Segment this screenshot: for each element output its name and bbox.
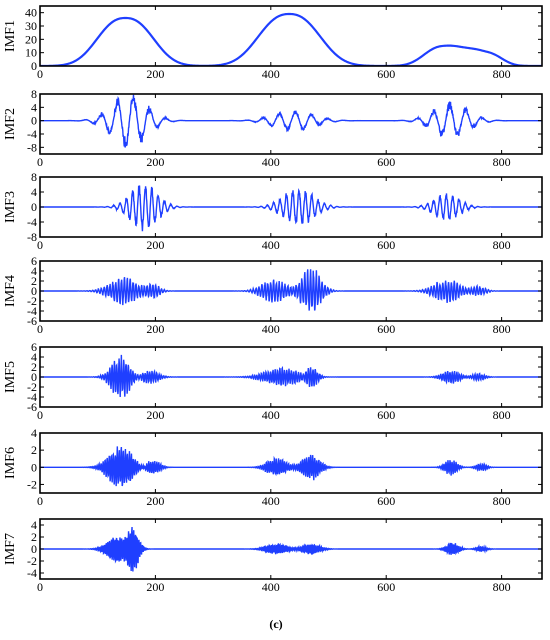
- y-tick-label: -8: [27, 140, 37, 154]
- y-tick-label: -6: [27, 314, 37, 328]
- y-tick-label: 4: [31, 350, 37, 364]
- imf-signal-line: [40, 185, 542, 232]
- y-axis-label: IMF4: [3, 275, 18, 307]
- y-tick-label: 0: [31, 114, 37, 128]
- x-tick-label: 600: [377, 494, 395, 508]
- imf-signal-line: [40, 446, 542, 487]
- x-tick-label: 0: [37, 155, 43, 169]
- x-tick-label: 800: [493, 155, 511, 169]
- x-tick-label: 400: [262, 67, 280, 81]
- x-tick-label: 400: [262, 322, 280, 336]
- x-tick-label: 400: [262, 580, 280, 594]
- y-tick-label: 20: [25, 32, 37, 46]
- x-tick-label: 200: [146, 238, 164, 252]
- x-tick-label: 600: [377, 155, 395, 169]
- x-tick-label: 600: [377, 408, 395, 422]
- imf-signal-line: [40, 94, 542, 148]
- y-tick-label: -4: [27, 390, 37, 404]
- y-axis-label: IMF7: [3, 533, 18, 565]
- x-tick-label: 200: [146, 322, 164, 336]
- y-tick-label: -4: [27, 566, 37, 580]
- figure-caption: (c): [269, 617, 282, 631]
- y-tick-label: -2: [27, 294, 37, 308]
- y-tick-label: 2: [31, 530, 37, 544]
- y-tick-label: -4: [27, 304, 37, 318]
- y-tick-label: 10: [25, 46, 37, 60]
- x-tick-label: 400: [262, 494, 280, 508]
- y-tick-label: -4: [27, 215, 37, 229]
- y-tick-label: 30: [25, 19, 37, 33]
- y-axis-label: IMF5: [3, 361, 18, 393]
- x-tick-label: 600: [377, 238, 395, 252]
- y-tick-label: 0: [31, 284, 37, 298]
- imf-signal-line: [40, 354, 542, 398]
- imf-signal-line: [40, 527, 542, 572]
- imf-signal-line: [40, 269, 542, 311]
- x-tick-label: 200: [146, 494, 164, 508]
- y-tick-label: 4: [31, 264, 37, 278]
- y-tick-label: 2: [31, 360, 37, 374]
- x-tick-label: 0: [37, 580, 43, 594]
- y-tick-label: 8: [31, 87, 37, 101]
- x-tick-label: 600: [377, 580, 395, 594]
- y-tick-label: 6: [31, 254, 37, 268]
- y-tick-label: 0: [31, 200, 37, 214]
- x-tick-label: 600: [377, 322, 395, 336]
- x-tick-label: 0: [37, 408, 43, 422]
- x-tick-label: 400: [262, 155, 280, 169]
- x-tick-label: 800: [493, 67, 511, 81]
- x-tick-label: 200: [146, 155, 164, 169]
- x-tick-label: 200: [146, 67, 164, 81]
- x-tick-label: 800: [493, 238, 511, 252]
- y-tick-label: 0: [31, 542, 37, 556]
- y-tick-label: 4: [31, 185, 37, 199]
- y-tick-label: -2: [27, 554, 37, 568]
- y-tick-label: 0: [31, 370, 37, 384]
- x-tick-label: 400: [262, 238, 280, 252]
- y-tick-label: -6: [27, 400, 37, 414]
- x-tick-label: 0: [37, 494, 43, 508]
- y-tick-label: 4: [31, 518, 37, 532]
- x-tick-label: 800: [493, 494, 511, 508]
- y-tick-label: 4: [31, 426, 37, 440]
- y-axis-label: IMF2: [3, 108, 18, 140]
- x-tick-label: 200: [146, 580, 164, 594]
- y-axis-label: IMF3: [3, 191, 18, 223]
- plot-frame: [39, 5, 543, 67]
- x-tick-label: 800: [493, 408, 511, 422]
- y-tick-label: -2: [27, 477, 37, 491]
- y-axis-label: IMF6: [3, 447, 18, 479]
- y-tick-label: 8: [31, 170, 37, 184]
- plot-frame: [39, 93, 543, 155]
- y-tick-label: 6: [31, 340, 37, 354]
- x-tick-label: 800: [493, 580, 511, 594]
- y-tick-label: 40: [25, 6, 37, 20]
- imf-signal-line: [40, 12, 542, 66]
- x-tick-label: 600: [377, 67, 395, 81]
- x-tick-label: 0: [37, 322, 43, 336]
- y-axis-label: IMF1: [3, 20, 18, 52]
- y-tick-label: 2: [31, 443, 37, 457]
- y-tick-label: -2: [27, 380, 37, 394]
- y-tick-label: 0: [31, 460, 37, 474]
- y-tick-label: -8: [27, 230, 37, 244]
- y-tick-label: -4: [27, 127, 37, 141]
- y-tick-label: 4: [31, 100, 37, 114]
- y-tick-label: 2: [31, 274, 37, 288]
- y-tick-label: 0: [31, 59, 37, 73]
- x-tick-label: 0: [37, 67, 43, 81]
- plot-frame: [39, 432, 543, 494]
- x-tick-label: 400: [262, 408, 280, 422]
- x-tick-label: 0: [37, 238, 43, 252]
- x-tick-label: 200: [146, 408, 164, 422]
- x-tick-label: 800: [493, 322, 511, 336]
